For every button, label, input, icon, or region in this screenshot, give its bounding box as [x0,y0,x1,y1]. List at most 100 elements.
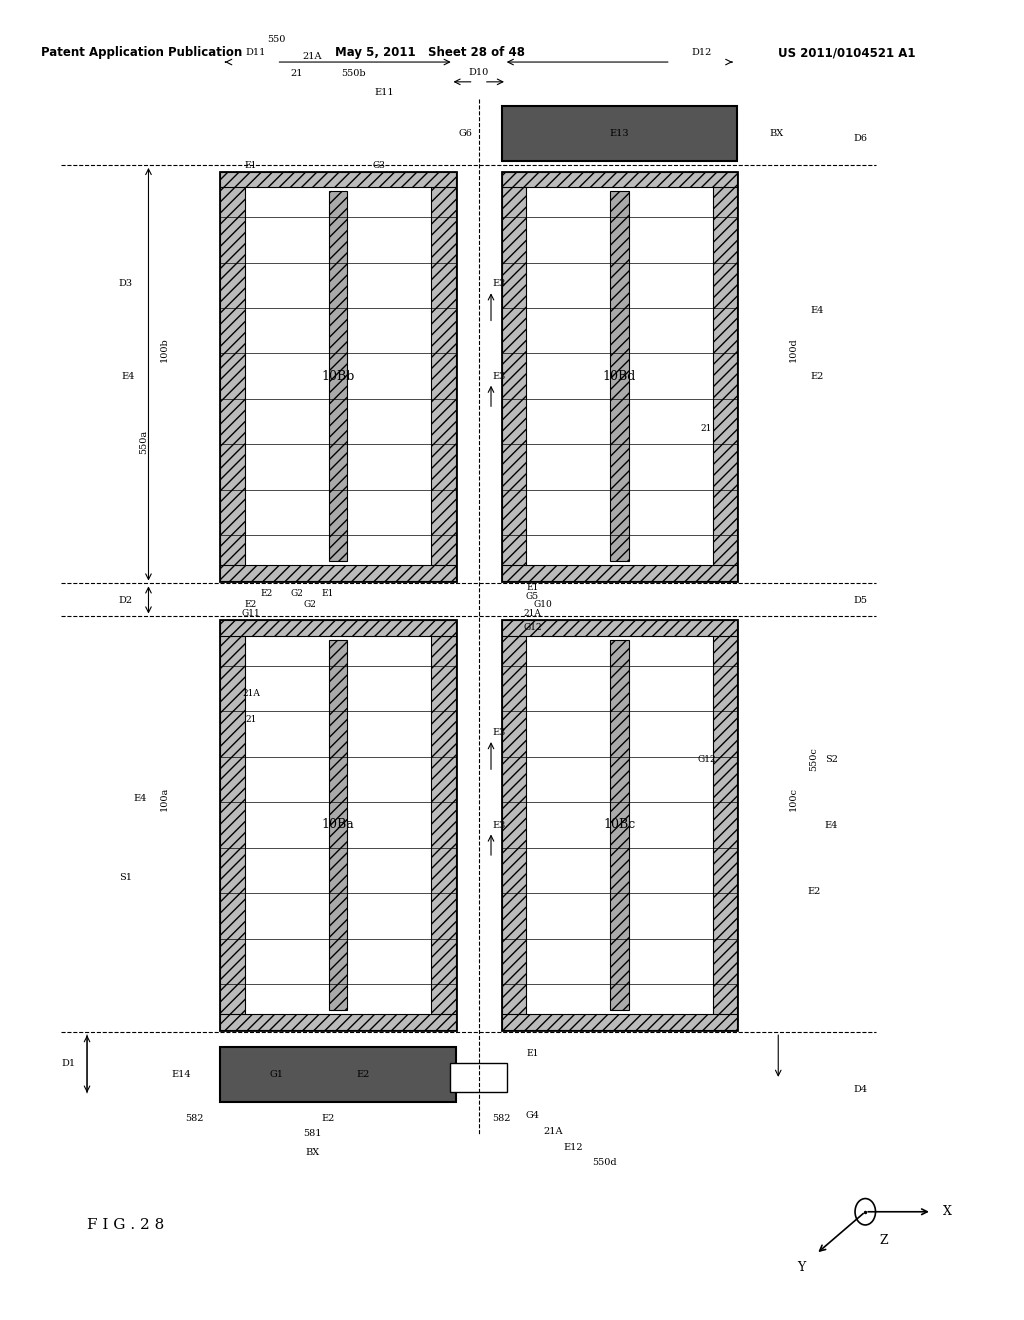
Bar [502,620,737,1030]
Text: 100c: 100c [790,787,798,810]
Text: US 2011/0104521 A1: US 2011/0104521 A1 [778,46,915,59]
Text: G5: G5 [526,593,539,601]
Bar [502,172,737,187]
Text: Patent Application Publication: Patent Application Publication [41,46,243,59]
Text: D1: D1 [61,1060,76,1068]
Text: D11: D11 [246,49,266,57]
Text: G12: G12 [697,755,716,763]
Text: G1: G1 [269,1071,284,1078]
Bar [220,565,456,581]
Bar [713,172,737,581]
Bar [220,620,456,636]
Text: 581: 581 [303,1130,322,1138]
Bar [502,620,737,636]
Text: E4: E4 [133,795,147,803]
Text: E1: E1 [526,1049,539,1057]
Text: G6: G6 [459,129,473,137]
Bar [502,172,737,581]
Bar [220,620,245,1030]
Text: E4: E4 [121,372,135,380]
Bar [451,1063,508,1092]
Bar [220,172,456,581]
Bar [502,172,526,581]
Text: G3: G3 [373,161,385,169]
Text: 100d: 100d [790,338,798,362]
Bar [502,1014,737,1030]
Text: 21A: 21A [302,53,323,61]
Text: E4: E4 [810,306,824,314]
Bar [220,1047,456,1102]
Text: 100a: 100a [160,787,168,810]
Text: 21A: 21A [543,1127,563,1135]
Bar [220,620,456,1030]
Text: Z: Z [880,1234,888,1247]
Bar [502,106,737,161]
Text: D3: D3 [119,280,133,288]
Text: 582: 582 [493,1114,511,1122]
Text: 582: 582 [185,1114,204,1122]
Text: E2: E2 [260,590,272,598]
Bar [220,172,456,187]
Text: G2: G2 [304,601,316,609]
Text: E2: E2 [245,601,257,609]
Text: D10: D10 [469,69,488,77]
Text: S2: S2 [825,755,838,763]
Text: 550b: 550b [341,70,366,78]
Text: E1: E1 [526,583,539,591]
Text: 21A: 21A [523,610,542,618]
Bar [431,172,456,581]
Text: E3: E3 [493,729,506,737]
Text: E11: E11 [374,88,394,96]
Text: G10: G10 [534,601,552,609]
Text: E3: E3 [493,280,506,288]
Text: 550d: 550d [592,1159,616,1167]
Bar [329,191,347,561]
Text: E14: E14 [171,1071,191,1078]
Text: 21: 21 [700,425,713,433]
Text: E2: E2 [356,1071,371,1078]
Text: 100b: 100b [160,338,168,362]
Text: S1: S1 [120,874,132,882]
Text: G11: G11 [242,610,260,618]
Text: 10Ba: 10Ba [322,818,354,832]
Text: 21A: 21A [242,689,260,697]
Text: D5: D5 [853,597,867,605]
Text: X: X [943,1205,951,1218]
Bar [502,620,526,1030]
Text: BX: BX [305,1148,319,1156]
Text: E12: E12 [563,1143,584,1151]
Text: F I G . 2 8: F I G . 2 8 [87,1218,164,1232]
Text: G2: G2 [291,590,303,598]
Text: E3: E3 [493,372,506,380]
Text: E3: E3 [493,821,506,829]
Text: 550: 550 [267,36,286,44]
Text: E2: E2 [807,887,821,895]
Bar [610,640,629,1010]
Text: 550c: 550c [810,747,818,771]
Bar [610,191,629,561]
Text: E1: E1 [322,590,334,598]
Text: D6: D6 [853,135,867,143]
Text: Y: Y [798,1261,806,1274]
Bar [502,565,737,581]
Text: G4: G4 [525,1111,540,1119]
Bar [431,620,456,1030]
Text: D12: D12 [691,49,712,57]
Text: 10Bc: 10Bc [603,818,636,832]
Text: E13: E13 [609,129,630,137]
Text: D4: D4 [853,1085,867,1093]
Text: BX: BX [769,129,783,137]
Text: D2: D2 [119,597,133,605]
Text: E1: E1 [245,161,257,169]
Bar [220,1014,456,1030]
Text: 10Bb: 10Bb [322,370,354,383]
Text: May 5, 2011   Sheet 28 of 48: May 5, 2011 Sheet 28 of 48 [335,46,525,59]
Text: E4: E4 [824,821,839,829]
Text: G12: G12 [523,623,542,631]
Bar [220,172,245,581]
Text: 10Bd: 10Bd [603,370,636,383]
Text: 550a: 550a [139,430,147,454]
Bar [329,640,347,1010]
Bar [713,620,737,1030]
Text: E2: E2 [321,1114,335,1122]
